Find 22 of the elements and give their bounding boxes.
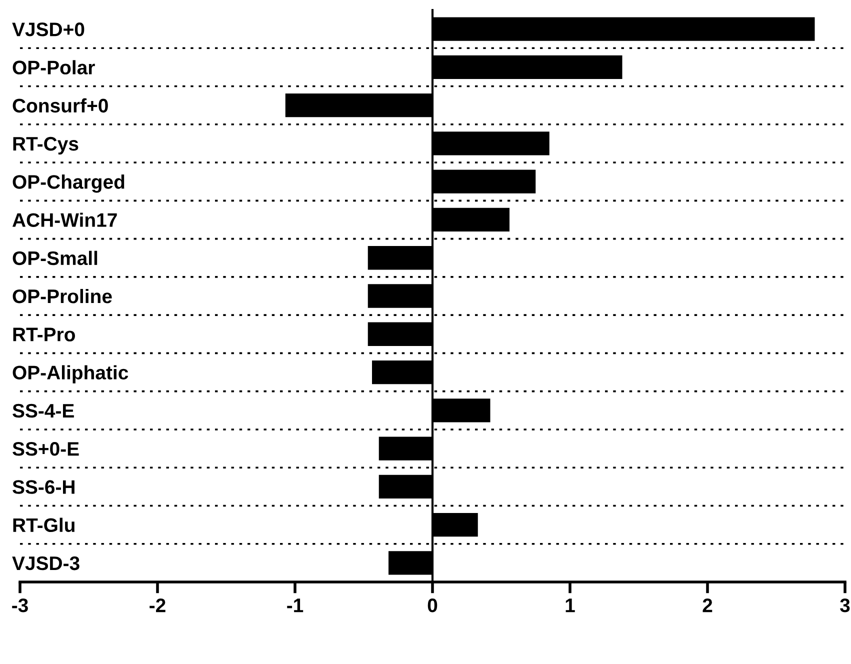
x-tick-label: 0 bbox=[428, 598, 438, 612]
y-tick-label: OP-Proline bbox=[12, 288, 112, 304]
y-tick-label: OP-Polar bbox=[12, 60, 95, 74]
y-tick-label: RT-Pro bbox=[13, 328, 75, 342]
x-tick-label: 1 bbox=[566, 598, 575, 612]
y-tick-label: RT-Glu bbox=[13, 518, 74, 532]
x-tick-label: 3 bbox=[840, 598, 850, 612]
x-tick-label: -1 bbox=[287, 598, 304, 612]
y-tick-label: SS-4-E bbox=[12, 404, 74, 418]
y-tick-label: Consurf+0 bbox=[12, 98, 108, 113]
y-tick-label: SS-6-H bbox=[12, 480, 74, 494]
y-tick-label: ACH-Win17 bbox=[12, 212, 117, 227]
y-tick-label: VJSD+0 bbox=[12, 22, 84, 36]
y-tick-label: OP-Small bbox=[12, 250, 98, 266]
y-tick-label: OP-Charged bbox=[12, 174, 124, 193]
y-tick-label: RT-Cys bbox=[13, 136, 78, 155]
x-tick-label: -3 bbox=[12, 598, 28, 612]
x-tick-label: -2 bbox=[150, 598, 166, 612]
y-tick-label: OP-Aliphatic bbox=[12, 365, 128, 384]
y-tick-label: VJSD-3 bbox=[12, 556, 80, 570]
x-tick-label: 2 bbox=[702, 598, 712, 612]
y-tick-label: SS+0-E bbox=[12, 442, 79, 456]
